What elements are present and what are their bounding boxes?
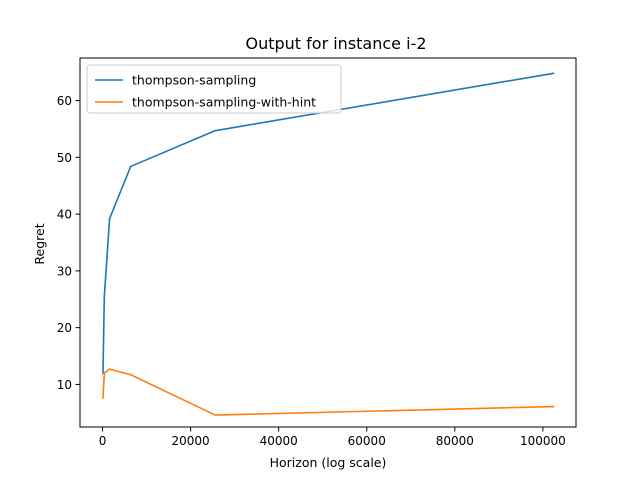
x-tick-label: 40000: [260, 434, 298, 448]
legend: thompson-sampling thompson-sampling-with-…: [86, 64, 342, 114]
x-tick-label: 0: [99, 434, 107, 448]
legend-label-1: thompson-sampling-with-hint: [132, 95, 316, 110]
series-line-1: [102, 368, 555, 416]
y-tick-label: 50: [57, 151, 72, 165]
x-tick-label: 60000: [348, 434, 386, 448]
legend-label-0: thompson-sampling: [132, 73, 256, 88]
x-axis-label: Horizon (log scale): [270, 455, 387, 470]
y-tick-label: 30: [57, 264, 72, 278]
y-axis-label: Regret: [32, 223, 47, 264]
x-tick-label: 100000: [520, 434, 566, 448]
y-tick-label: 40: [57, 208, 72, 222]
y-tick-label: 20: [57, 321, 72, 335]
y-tick-label: 10: [57, 378, 72, 392]
series-line-0: [102, 72, 555, 374]
y-tick-label: 60: [57, 94, 72, 108]
plot-area: 0 20000 40000 60000 80000 100000 10 20 30 40 50 60: [57, 57, 577, 448]
axes-frame: [79, 57, 577, 428]
x-tick-label: 80000: [436, 434, 474, 448]
chart-title: Output for instance i-2: [245, 34, 426, 53]
x-tick-label: 20000: [172, 434, 210, 448]
legend-box: [86, 64, 342, 114]
